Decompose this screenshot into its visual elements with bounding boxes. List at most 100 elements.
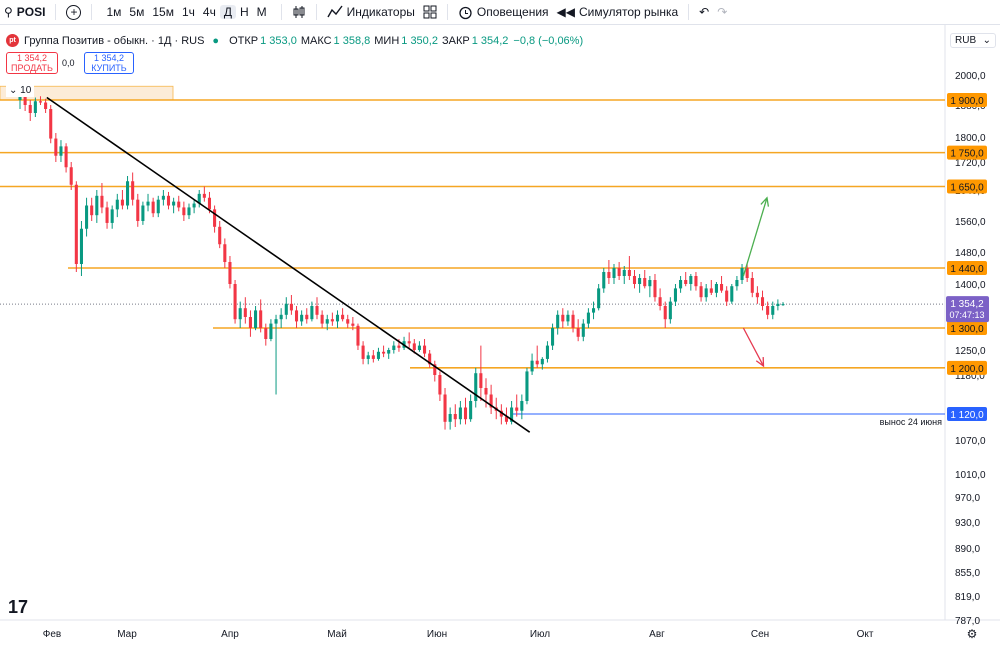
indicators-icon — [327, 5, 343, 18]
candle-body — [540, 358, 544, 365]
open-value: 1 353,0 — [260, 34, 297, 47]
candle-body — [668, 301, 672, 320]
candle-body — [673, 288, 677, 302]
candle-body — [74, 184, 78, 264]
candle-body — [591, 308, 596, 313]
candle-body — [192, 203, 196, 208]
candle-body — [515, 407, 519, 411]
volume-toggle[interactable]: ⌄ 10 — [6, 84, 35, 97]
level-label: 1 200,0 — [950, 364, 984, 375]
timeframe-6[interactable]: Н — [239, 5, 249, 19]
timeframe-7[interactable]: М — [256, 5, 267, 19]
candle-body — [254, 310, 258, 328]
up-arrow-icon — [742, 197, 768, 277]
timeframe-0[interactable]: 1м — [106, 5, 122, 19]
candle-body — [238, 308, 242, 320]
candle-body — [294, 310, 299, 322]
alerts-label: Оповещения — [476, 5, 549, 19]
buy-button[interactable]: 1 354,2 КУПИТЬ — [84, 52, 134, 74]
candle-body — [684, 280, 688, 284]
candle-body — [126, 181, 130, 206]
candle-body — [330, 319, 334, 322]
y-tick-label: 1250,0 — [955, 346, 986, 357]
candle-body — [300, 314, 304, 322]
legend-title: Группа Позитив - обыкн. · 1Д · RUS — [24, 34, 205, 47]
settings-gear-icon[interactable]: ⚙ — [967, 627, 978, 641]
candle-body — [653, 280, 657, 298]
candle-body — [166, 195, 171, 206]
chart-area[interactable]: 2000,01880,01800,01720,01640,01560,01480… — [0, 25, 1000, 645]
alerts-button[interactable]: Оповещения — [454, 0, 553, 24]
trendline — [46, 96, 531, 433]
candle-body — [397, 345, 401, 348]
redo-button[interactable]: ↷ — [713, 0, 731, 24]
candle-body — [156, 199, 160, 214]
support-label: 1 120,0 — [950, 410, 984, 421]
candle-body — [356, 325, 360, 346]
candle-body — [213, 209, 217, 227]
compare-button[interactable]: + — [62, 0, 85, 24]
y-tick-label: 2000,0 — [955, 71, 986, 82]
candle-body — [750, 278, 754, 293]
candle-body — [172, 201, 176, 206]
candle-body — [438, 375, 442, 395]
support-label-bg — [947, 407, 987, 421]
candle-body — [771, 306, 775, 315]
candle-body — [469, 401, 473, 420]
candle-body — [376, 351, 380, 359]
price-chart[interactable]: 2000,01880,01800,01720,01640,01560,01480… — [0, 25, 1000, 645]
undo-icon: ↶ — [699, 5, 710, 19]
low-value: 1 350,2 — [401, 34, 438, 47]
undo-button[interactable]: ↶ — [695, 0, 713, 24]
candle-body — [366, 355, 370, 359]
level-label: 1 300,0 — [950, 324, 984, 335]
candle-body — [223, 244, 227, 262]
chart-type-button[interactable] — [288, 0, 310, 24]
close-label: ЗАКР — [441, 34, 470, 47]
candles-icon — [293, 6, 305, 18]
currency-selector[interactable]: RUB ⌄ — [950, 33, 996, 48]
level-label-bg — [947, 261, 987, 275]
high-value: 1 358,8 — [333, 34, 371, 47]
candle-body — [581, 323, 585, 337]
replay-button[interactable]: ◀◀ Симулятор рынка — [553, 0, 683, 24]
candle-body — [643, 278, 647, 287]
candle-body — [735, 280, 739, 287]
candle-body — [310, 306, 314, 320]
timeframe-5[interactable]: Д — [219, 5, 236, 19]
support-note: вынос 24 июня — [880, 417, 942, 427]
candle-body — [566, 314, 570, 322]
candle-body — [243, 308, 247, 317]
candle-body — [182, 207, 186, 216]
candle-body — [233, 284, 237, 320]
timeframe-3[interactable]: 1ч — [181, 5, 195, 19]
candle-body — [776, 303, 780, 306]
candle-body — [499, 410, 503, 417]
current-price-bg — [946, 296, 989, 323]
candle-body — [443, 394, 447, 422]
sell-button[interactable]: 1 354,2 ПРОДАТЬ — [6, 52, 58, 74]
timeframe-2[interactable]: 15м — [152, 5, 174, 19]
candle-body — [545, 345, 549, 359]
sell-label: ПРОДАТЬ — [11, 63, 53, 73]
level-label: 1 440,0 — [950, 264, 984, 275]
live-dot-icon: ● — [212, 34, 220, 47]
templates-button[interactable] — [419, 0, 441, 24]
chevron-down-icon: ⌄ — [982, 35, 991, 46]
y-tick-label: 1180,0 — [955, 371, 985, 382]
indicators-button[interactable]: Индикаторы — [323, 0, 419, 24]
candle-body — [187, 207, 191, 216]
candle-body — [714, 284, 718, 293]
candle-body — [489, 394, 493, 408]
symbol-search[interactable]: ⚲ POSI — [0, 0, 49, 24]
search-icon: ⚲ — [4, 5, 13, 19]
timeframe-1[interactable]: 5м — [129, 5, 145, 19]
candle-body — [325, 319, 329, 324]
candle-body — [151, 201, 155, 214]
candle-body — [689, 276, 693, 284]
timeframe-4[interactable]: 4ч — [202, 5, 216, 19]
level-label-bg — [947, 360, 987, 375]
candle-body — [115, 199, 119, 210]
candle-body — [627, 270, 631, 276]
level-label: 1 750,0 — [950, 149, 984, 160]
